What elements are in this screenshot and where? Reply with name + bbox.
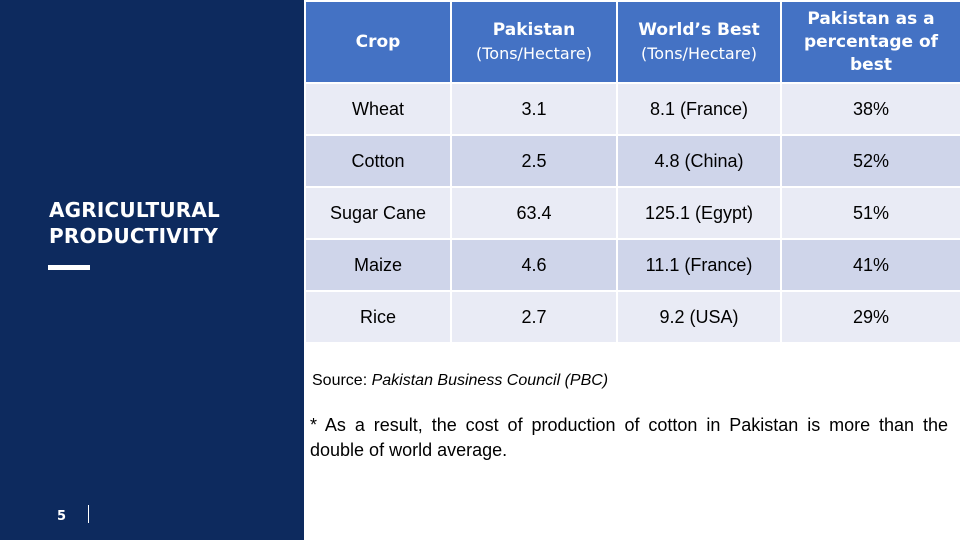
cell-percentage: 52% — [780, 134, 960, 188]
cell-worlds-best: 11.1 (France) — [616, 238, 782, 292]
cell-crop: Rice — [304, 290, 452, 344]
cell-worlds-best: 8.1 (France) — [616, 82, 782, 136]
table-row: Sugar Cane 63.4 125.1 (Egypt) 51% — [304, 186, 960, 240]
cell-crop: Sugar Cane — [304, 186, 452, 240]
cell-crop: Cotton — [304, 134, 452, 188]
cell-crop: Maize — [304, 238, 452, 292]
cell-worlds-best: 9.2 (USA) — [616, 290, 782, 344]
table-row: Wheat 3.1 8.1 (France) 38% — [304, 82, 960, 136]
header-worlds-best-unit: (Tons/Hectare) — [640, 44, 757, 63]
cell-pakistan: 3.1 — [450, 82, 618, 136]
header-pakistan-label: Pakistan — [492, 20, 576, 40]
cell-crop: Wheat — [304, 82, 452, 136]
header-pakistan: Pakistan (Tons/Hectare) — [450, 0, 618, 84]
cell-percentage: 41% — [780, 238, 960, 292]
source-line: Source: Pakistan Business Council (PBC) — [312, 372, 608, 390]
cell-percentage: 51% — [780, 186, 960, 240]
section-title: AGRICULTURAL PRODUCTIVITY — [49, 197, 289, 249]
cell-percentage: 29% — [780, 290, 960, 344]
cell-percentage: 38% — [780, 82, 960, 136]
table-header-row: Crop Pakistan (Tons/Hectare) World’s Bes… — [304, 0, 960, 84]
cell-pakistan: 2.5 — [450, 134, 618, 188]
header-crop-label: Crop — [355, 31, 401, 52]
header-percentage-label: Pakistan as a percentage of best — [803, 8, 939, 75]
cell-pakistan: 63.4 — [450, 186, 618, 240]
accent-bar — [48, 265, 90, 270]
productivity-table: Crop Pakistan (Tons/Hectare) World’s Bes… — [304, 0, 960, 344]
header-crop: Crop — [304, 0, 452, 84]
header-percentage: Pakistan as a percentage of best — [780, 0, 960, 84]
table-row: Rice 2.7 9.2 (USA) 29% — [304, 290, 960, 344]
section-title-line-2: PRODUCTIVITY — [49, 224, 219, 248]
cell-worlds-best: 125.1 (Egypt) — [616, 186, 782, 240]
page-divider — [88, 505, 89, 523]
source-text: Pakistan Business Council (PBC) — [371, 372, 609, 389]
section-title-line-1: AGRICULTURAL — [49, 198, 220, 222]
header-worlds-best: World’s Best (Tons/Hectare) — [616, 0, 782, 84]
header-worlds-best-label: World’s Best — [638, 20, 760, 40]
cell-pakistan: 2.7 — [450, 290, 618, 344]
cell-pakistan: 4.6 — [450, 238, 618, 292]
header-pakistan-unit: (Tons/Hectare) — [475, 44, 592, 63]
page-number: 5 — [57, 509, 67, 524]
sidebar-panel: AGRICULTURAL PRODUCTIVITY 5 — [0, 0, 304, 540]
table-row: Maize 4.6 11.1 (France) 41% — [304, 238, 960, 292]
table-row: Cotton 2.5 4.8 (China) 52% — [304, 134, 960, 188]
cell-worlds-best: 4.8 (China) — [616, 134, 782, 188]
footnote: * As a result, the cost of production of… — [310, 415, 948, 460]
source-label: Source: — [312, 372, 372, 389]
